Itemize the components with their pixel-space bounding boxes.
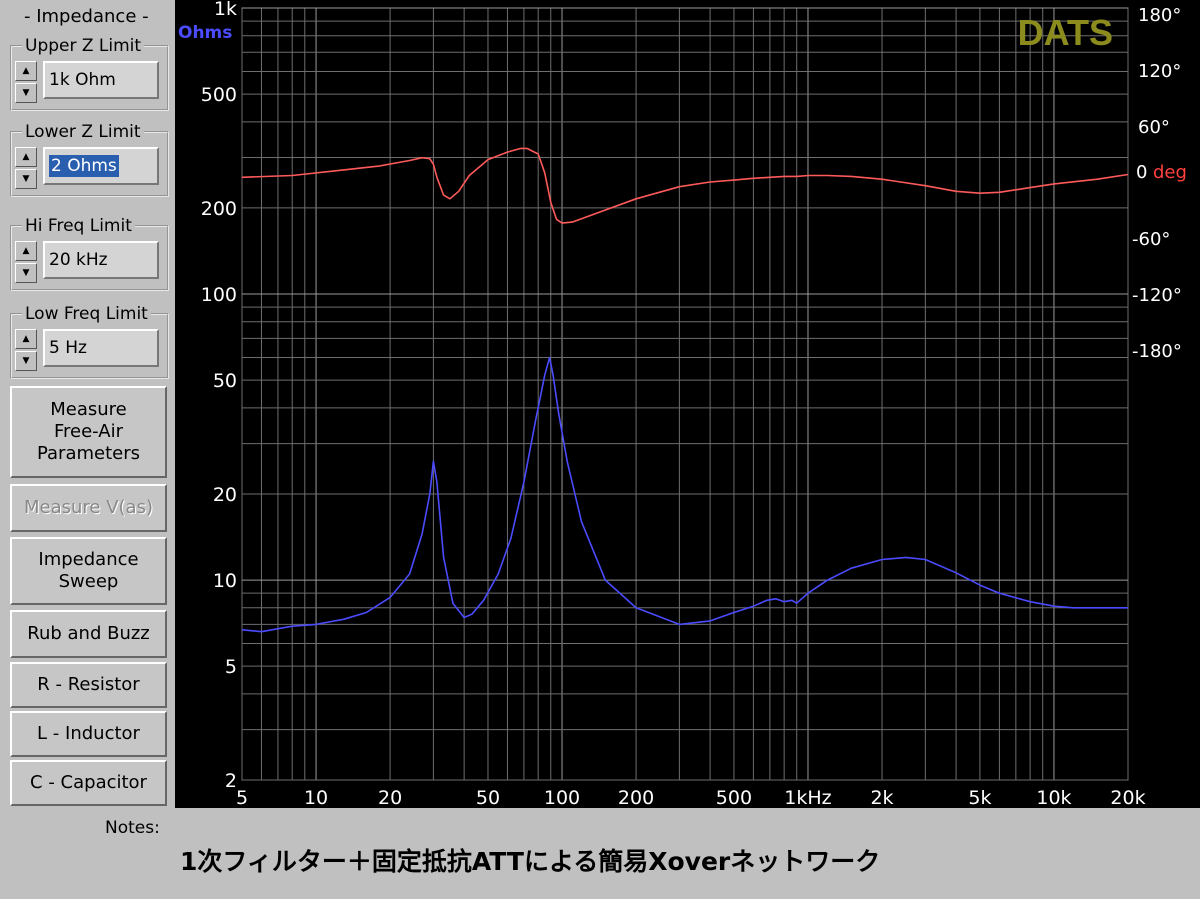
- spin-up-icon[interactable]: ▲: [15, 329, 37, 349]
- measure-vas-button[interactable]: Measure V(as): [10, 484, 167, 532]
- x-tick-label: 20: [378, 787, 402, 809]
- graph-panel: [175, 0, 1200, 808]
- notes-text[interactable]: 1次フィルター＋固定抵抗ATTによる簡易Xoverネットワーク: [180, 847, 881, 876]
- low-freq-limit-group: Low Freq Limit ▲ ▼ 5 Hz: [10, 304, 169, 379]
- low-freq-limit-field[interactable]: 5 Hz: [43, 329, 159, 367]
- notes-label: Notes:: [105, 818, 160, 838]
- lower-z-limit-selected-text: 2 Ohms: [49, 155, 119, 177]
- spin-up-icon[interactable]: ▲: [15, 61, 37, 81]
- x-tick-label: 10: [304, 787, 328, 809]
- low-freq-limit-label: Low Freq Limit: [22, 304, 151, 324]
- measure-free-air-line1: Measure: [50, 399, 127, 420]
- chart-grid: [241, 7, 1129, 781]
- lower-z-limit-spinner: ▲ ▼: [15, 147, 37, 189]
- y-tick-label: 2: [225, 770, 237, 792]
- y2-tick-label: -180°: [1132, 341, 1182, 362]
- x-tick-label: 2k: [870, 787, 893, 809]
- x-tick-label: 500: [716, 787, 752, 809]
- impedance-sweep-line2: Sweep: [58, 571, 119, 592]
- lower-z-limit-group: Lower Z Limit ▲ ▼ 2 Ohms: [10, 122, 169, 197]
- phase-curve: [241, 147, 1129, 224]
- spin-down-icon[interactable]: ▼: [15, 83, 37, 103]
- lower-z-limit-field[interactable]: 2 Ohms: [43, 147, 159, 185]
- y-tick-label: 50: [213, 370, 237, 392]
- x-tick-label: 10k: [1036, 787, 1071, 809]
- spin-down-icon[interactable]: ▼: [15, 351, 37, 371]
- measure-free-air-button[interactable]: Measure Free-Air Parameters: [10, 386, 167, 478]
- impedance-curve: [241, 356, 1128, 633]
- y-tick-label: 10: [213, 570, 237, 592]
- right-axis-unit: deg: [1153, 162, 1187, 183]
- upper-z-limit-field[interactable]: 1k Ohm: [43, 61, 159, 99]
- hi-freq-limit-label: Hi Freq Limit: [22, 216, 135, 236]
- lower-z-limit-label: Lower Z Limit: [22, 122, 144, 142]
- y-tick-label: 500: [201, 84, 237, 106]
- y-tick-label: 1k: [214, 0, 237, 20]
- x-tick-label: 50: [476, 787, 500, 809]
- upper-z-limit-group: Upper Z Limit ▲ ▼ 1k Ohm: [10, 36, 169, 111]
- x-tick-label: 5k: [968, 787, 991, 809]
- spin-down-icon[interactable]: ▼: [15, 169, 37, 189]
- measure-free-air-line2: Free-Air: [53, 421, 123, 442]
- upper-z-limit-spinner: ▲ ▼: [15, 61, 37, 103]
- hi-freq-limit-spinner: ▲ ▼: [15, 241, 37, 283]
- y-tick-label: 20: [213, 484, 237, 506]
- capacitor-button[interactable]: C - Capacitor: [10, 760, 167, 806]
- inductor-button[interactable]: L - Inductor: [10, 711, 167, 757]
- hi-freq-limit-group: Hi Freq Limit ▲ ▼ 20 kHz: [10, 216, 169, 291]
- y2-tick-label: -60°: [1132, 229, 1170, 250]
- hi-freq-limit-field[interactable]: 20 kHz: [43, 241, 159, 279]
- y2-tick-label: 60°: [1138, 117, 1170, 138]
- panel-title: - Impedance -: [24, 6, 149, 27]
- left-axis-unit: Ohms: [178, 23, 232, 43]
- measure-free-air-line3: Parameters: [36, 443, 141, 464]
- x-tick-label: 100: [544, 787, 580, 809]
- impedance-sweep-line1: Impedance: [38, 549, 139, 570]
- rub-and-buzz-button[interactable]: Rub and Buzz: [10, 610, 167, 658]
- y2-tick-label: 180°: [1138, 5, 1181, 26]
- y-tick-label: 100: [201, 284, 237, 306]
- spin-down-icon[interactable]: ▼: [15, 263, 37, 283]
- chart-curves: [241, 147, 1129, 633]
- y2-tick-label: -120°: [1132, 285, 1182, 306]
- impedance-sweep-button[interactable]: Impedance Sweep: [10, 537, 167, 605]
- x-tick-label: 200: [618, 787, 654, 809]
- y-tick-label: 200: [201, 198, 237, 220]
- right-axis-zero-label: 0: [1136, 162, 1147, 183]
- x-tick-label: 20k: [1110, 787, 1145, 809]
- dats-logo: DATS: [1018, 12, 1113, 53]
- x-tick-label: 5: [236, 787, 248, 809]
- x-tick-label: 1kHz: [784, 787, 831, 809]
- upper-z-limit-label: Upper Z Limit: [22, 36, 145, 56]
- low-freq-limit-spinner: ▲ ▼: [15, 329, 37, 371]
- spin-up-icon[interactable]: ▲: [15, 147, 37, 167]
- resistor-button[interactable]: R - Resistor: [10, 662, 167, 708]
- y2-tick-label: 120°: [1138, 61, 1181, 82]
- plot-frame: [241, 7, 1129, 781]
- y-tick-label: 5: [225, 656, 237, 678]
- spin-up-icon[interactable]: ▲: [15, 241, 37, 261]
